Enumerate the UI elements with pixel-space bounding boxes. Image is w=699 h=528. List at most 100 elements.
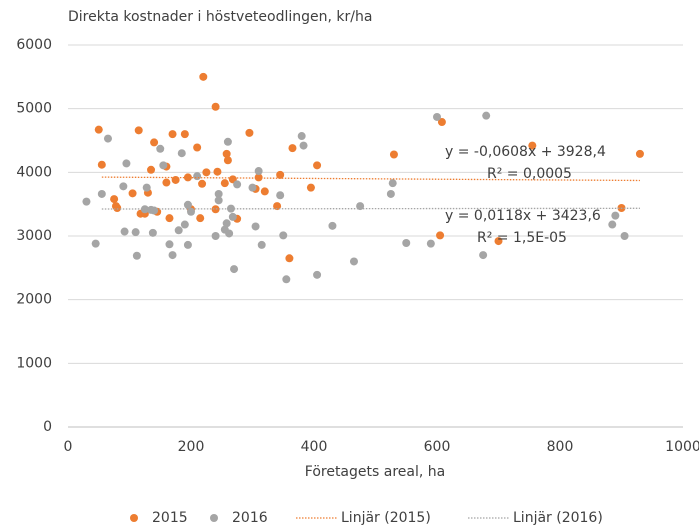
- data-point: [222, 219, 231, 228]
- data-point: [245, 128, 254, 137]
- data-point: [276, 191, 285, 200]
- data-point: [165, 240, 174, 249]
- data-point: [248, 183, 257, 192]
- data-point: [230, 265, 239, 274]
- data-point: [223, 156, 232, 165]
- data-point: [426, 239, 435, 248]
- data-point: [214, 196, 223, 205]
- y-tick-label: 0: [43, 419, 52, 435]
- data-point: [177, 149, 186, 158]
- x-axis-label: Företagets areal, ha: [305, 464, 445, 480]
- data-point: [635, 149, 644, 158]
- data-point: [402, 239, 411, 248]
- data-point: [150, 206, 159, 215]
- data-point: [131, 228, 140, 237]
- data-point: [299, 141, 308, 150]
- data-point: [328, 221, 337, 230]
- data-point: [148, 228, 157, 237]
- x-tick-label: 0: [64, 439, 73, 455]
- data-point: [620, 232, 629, 240]
- data-point: [120, 227, 129, 236]
- chart-title: Direkta kostnader i höstveteodlingen, kr…: [68, 9, 372, 25]
- data-point: [214, 189, 223, 198]
- data-point: [168, 130, 177, 139]
- y-tick-label: 4000: [16, 164, 52, 180]
- data-point: [91, 239, 100, 248]
- data-point: [436, 231, 445, 240]
- data-point: [285, 254, 294, 263]
- data-point: [113, 203, 122, 212]
- y-tick-label: 1000: [16, 355, 52, 371]
- data-point: [211, 205, 220, 214]
- data-point: [433, 112, 441, 121]
- data-point: [276, 170, 285, 179]
- data-point: [386, 189, 395, 198]
- data-point: [187, 207, 195, 216]
- data-point: [103, 134, 112, 143]
- data-point: [142, 183, 151, 192]
- data-point: [251, 222, 260, 231]
- data-point: [313, 270, 322, 279]
- data-point: [225, 229, 234, 238]
- data-point: [254, 173, 263, 182]
- data-point: [211, 102, 220, 111]
- data-point: [183, 200, 192, 209]
- data-point: [180, 220, 189, 229]
- trend-annotation: y = 0,0118x + 3423,6: [445, 208, 601, 224]
- data-point: [134, 126, 143, 135]
- data-point: [608, 220, 617, 229]
- data-point: [183, 173, 192, 182]
- data-point: [156, 144, 165, 153]
- data-point: [254, 167, 263, 176]
- data-point: [223, 137, 232, 146]
- data-point: [233, 180, 242, 189]
- x-tick-label: 800: [547, 439, 574, 455]
- data-point: [211, 232, 220, 240]
- data-point: [128, 189, 137, 198]
- data-point: [165, 214, 174, 223]
- data-point: [213, 167, 222, 176]
- y-tick-label: 5000: [16, 101, 52, 117]
- legend-label: Linjär (2016): [513, 510, 603, 526]
- data-point: [174, 226, 183, 235]
- data-point: [97, 160, 106, 169]
- data-point: [159, 161, 168, 170]
- legend-label: 2015: [152, 510, 188, 526]
- legend-label: Linjär (2015): [341, 510, 431, 526]
- data-point: [479, 251, 488, 260]
- data-point: [528, 141, 537, 150]
- data-point: [183, 240, 192, 249]
- trend-annotation: R² = 1,5E-05: [477, 230, 567, 246]
- data-point: [228, 212, 237, 221]
- data-point: [306, 183, 315, 192]
- data-point: [110, 195, 119, 204]
- x-tick-label: 1000: [665, 439, 699, 455]
- trend-line: [101, 207, 640, 210]
- data-point: [297, 132, 306, 141]
- legend-label: 2016: [232, 510, 268, 526]
- data-point: [180, 130, 189, 139]
- data-point: [122, 159, 131, 168]
- data-point: [171, 175, 180, 184]
- data-point: [193, 143, 202, 152]
- y-tick-label: 6000: [16, 37, 52, 53]
- data-point: [132, 251, 141, 260]
- data-point: [97, 189, 106, 198]
- data-point: [288, 144, 297, 153]
- data-point: [273, 202, 282, 211]
- data-point: [282, 275, 291, 284]
- x-tick-label: 600: [424, 439, 451, 455]
- data-point: [222, 149, 231, 158]
- data-point: [389, 150, 398, 159]
- x-tick-label: 400: [301, 439, 328, 455]
- data-point: [279, 231, 288, 240]
- legend-swatch: [210, 514, 218, 522]
- data-point: [119, 182, 128, 191]
- trend-annotation: R² = 0,0005: [487, 166, 572, 182]
- data-point: [260, 187, 269, 196]
- data-point: [257, 240, 266, 249]
- data-point: [147, 165, 156, 174]
- legend-swatch: [130, 514, 138, 522]
- y-tick-label: 2000: [16, 292, 52, 308]
